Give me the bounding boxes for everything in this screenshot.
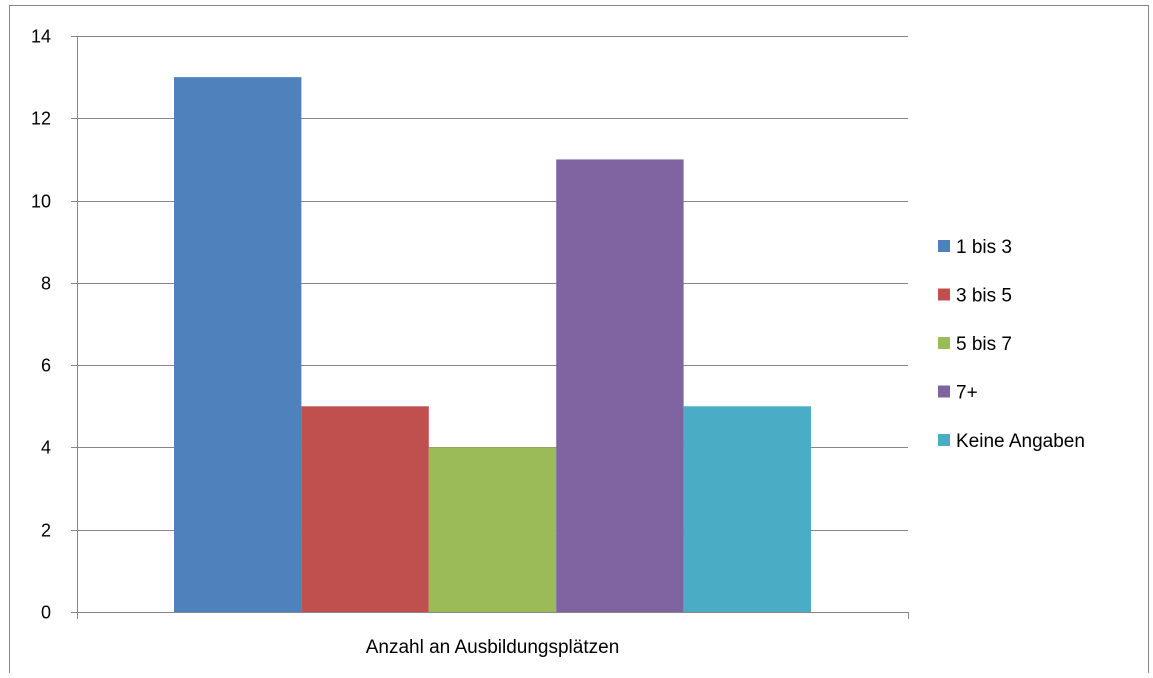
axes: 0 2 4 6 8 10 12 14 Anzahl an Ausbildungsplätzen: [31, 27, 909, 658]
legend-swatch-7-: [938, 385, 950, 398]
x-category-label: Anzahl an Ausbildungsplätzen: [366, 637, 620, 658]
legend-swatch-3-bis-5: [938, 288, 950, 301]
legend-swatch-1-bis-3: [938, 240, 950, 252]
y-tick-label-14: 14: [31, 27, 51, 47]
bar-5-bis-7: [428, 447, 557, 612]
legend-label-3-bis-5: 3 bis 5: [956, 286, 1012, 307]
y-tick-label-4: 4: [41, 438, 51, 458]
legend-label-7-: 7+: [956, 383, 978, 404]
bar-3-bis-5: [301, 406, 429, 612]
bar-keine-angaben: [683, 406, 811, 612]
bar-1-bis-3: [174, 77, 302, 612]
y-tick-label-8: 8: [41, 274, 51, 294]
y-tick-label-0: 0: [41, 603, 51, 623]
y-tick-label-10: 10: [31, 192, 51, 212]
y-tick-label-12: 12: [31, 109, 51, 129]
legend-swatch-keine-angaben: [938, 434, 950, 446]
legend-label-5-bis-7: 5 bis 7: [956, 334, 1012, 355]
legend: 1 bis 3 3 bis 5 5 bis 7 7+ Keine Angaben: [938, 237, 1085, 452]
y-tick-label-2: 2: [41, 521, 51, 541]
legend-label-keine-angaben: Keine Angaben: [956, 431, 1085, 452]
legend-swatch-5-bis-7: [938, 337, 950, 349]
bar-7-: [556, 159, 684, 612]
y-tick-label-6: 6: [41, 356, 51, 376]
legend-label-1-bis-3: 1 bis 3: [956, 237, 1012, 258]
bars: [174, 77, 811, 612]
